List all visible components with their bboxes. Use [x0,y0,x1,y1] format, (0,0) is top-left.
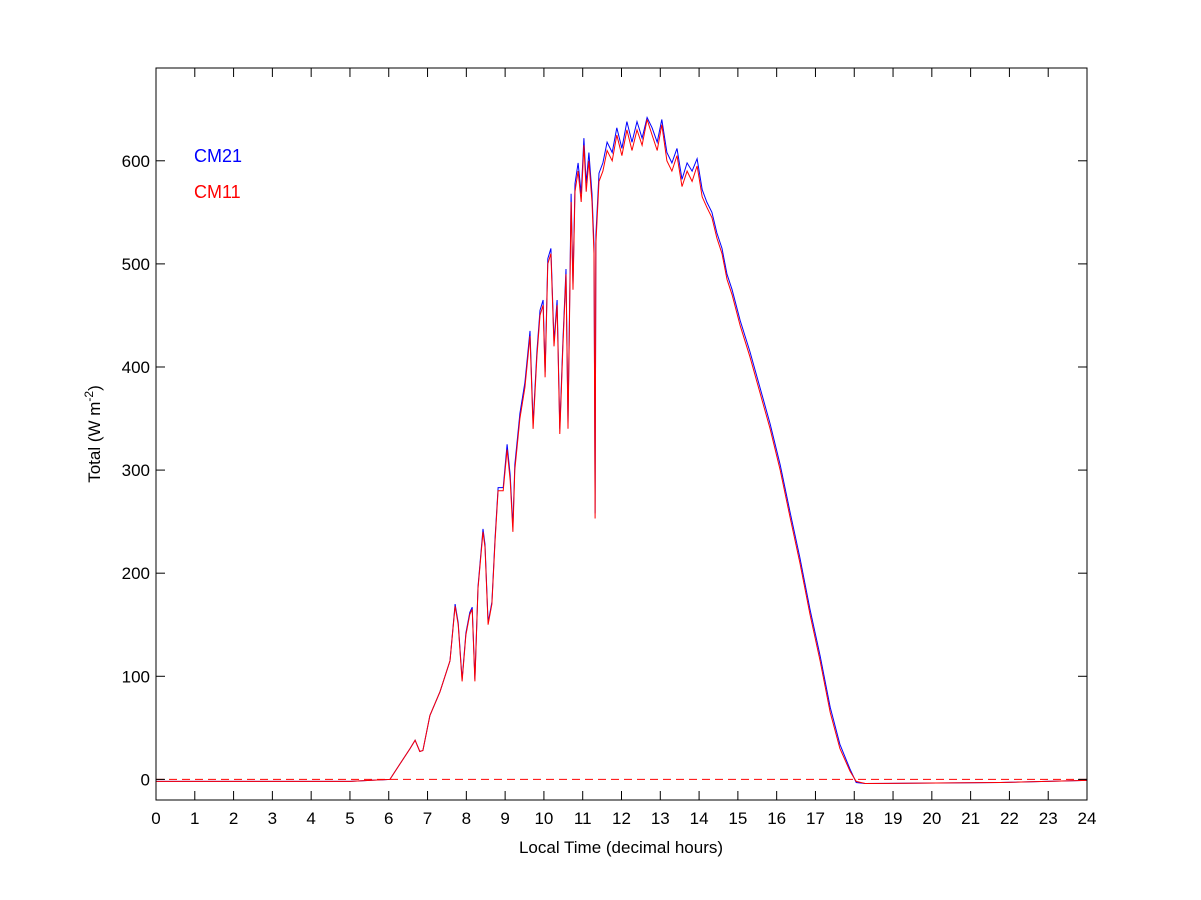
y-tick-label: 0 [141,770,150,789]
series-layer [156,116,1088,785]
x-tick-label: 10 [534,809,553,828]
x-tick-label: 20 [922,809,941,828]
x-tick-label: 13 [651,809,670,828]
x-tick-label: 9 [500,809,509,828]
x-tick-label: 21 [961,809,980,828]
series-line-cm11 [156,119,1088,785]
x-tick-label: 8 [462,809,471,828]
x-tick-label: 2 [229,809,238,828]
x-tick-label: 17 [806,809,825,828]
legend-cm21: CM21 [194,146,242,166]
x-tick-label: 18 [845,809,864,828]
x-tick-label: 12 [612,809,631,828]
y-tick-label: 500 [122,255,150,274]
y-tick-label: 400 [122,358,150,377]
x-tick-label: 0 [151,809,160,828]
x-tick-label: 14 [690,809,709,828]
x-tick-label: 3 [268,809,277,828]
x-tick-label: 4 [306,809,315,828]
y-axis-label: Total (W m-2) [82,385,104,483]
x-tick-label: 11 [574,809,592,828]
y-tick-label: 300 [122,461,150,480]
x-tick-label: 5 [345,809,354,828]
x-tick-label: 6 [384,809,393,828]
legend-cm11: CM11 [194,182,241,202]
x-tick-label: 22 [1000,809,1019,828]
x-tick-label: 19 [884,809,903,828]
x-tick-label: 15 [728,809,747,828]
y-tick-label: 600 [122,152,150,171]
series-line-cm21 [156,116,1088,785]
ticks: 0 1 2 3 4 5 6 7 8 9 10 11 12 13 14 15 16 17 18 19 20 21 22 23 24… [122,68,1097,828]
y-tick-label: 100 [122,667,150,686]
x-tick-label: 16 [767,809,786,828]
plot-frame [155,67,1088,801]
x-tick-label: 7 [423,809,432,828]
x-tick-label: 1 [190,809,199,828]
x-axis-label: Local Time (decimal hours) [519,838,723,857]
x-tick-label: 23 [1039,809,1058,828]
x-tick-label: 24 [1078,809,1097,828]
y-tick-label: 200 [122,564,150,583]
